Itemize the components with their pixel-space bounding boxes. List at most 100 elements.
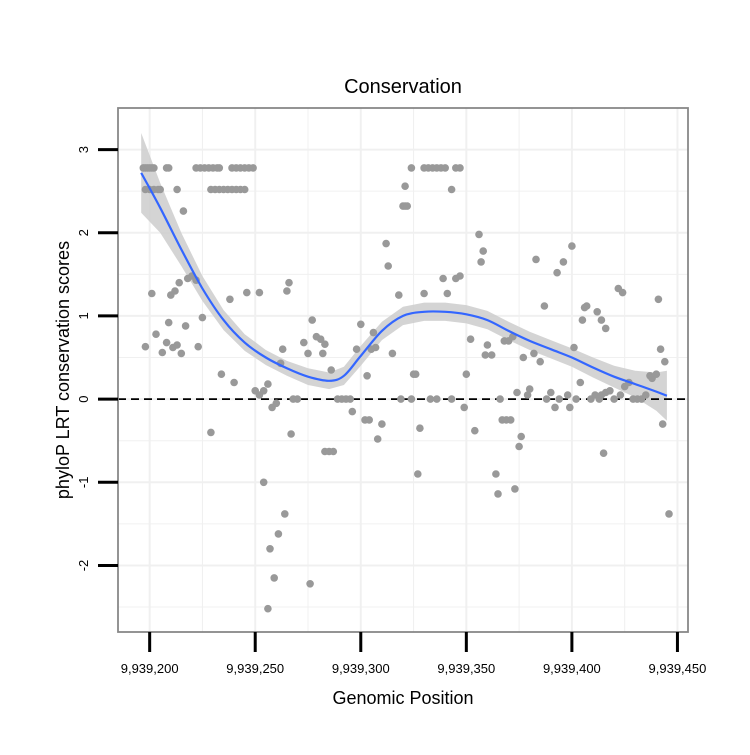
data-point: [563, 391, 572, 399]
y-tick-label: 3: [76, 146, 91, 153]
data-point: [542, 395, 551, 403]
data-point: [217, 370, 226, 379]
data-point: [532, 255, 540, 264]
data-point: [479, 247, 488, 255]
data-point: [553, 268, 561, 277]
data-point: [150, 164, 158, 172]
data-point: [517, 432, 525, 441]
data-point: [642, 391, 650, 399]
data-point: [243, 288, 251, 297]
data-point: [559, 258, 568, 266]
data-point: [156, 185, 164, 194]
data-point: [661, 357, 669, 366]
data-point: [346, 395, 355, 403]
data-point: [397, 395, 405, 403]
data-point: [382, 239, 390, 248]
data-point: [475, 230, 483, 239]
data-point: [441, 164, 450, 172]
y-tick-label: -2: [76, 560, 91, 572]
data-point: [300, 338, 308, 347]
data-point: [401, 182, 409, 190]
y-axis: -2 -1 0 1 2 3: [76, 146, 118, 571]
data-point: [443, 289, 452, 298]
data-point: [158, 348, 167, 357]
panel-border: [117, 107, 689, 633]
data-point: [304, 349, 312, 358]
data-point: [403, 202, 412, 210]
data-point: [164, 318, 173, 327]
data-point: [249, 164, 257, 172]
data-point: [411, 370, 420, 379]
data-point: [240, 185, 249, 194]
data-point: [283, 287, 291, 295]
data-point: [610, 395, 618, 403]
data-point: [173, 341, 181, 349]
data-point: [566, 403, 574, 412]
data-point: [665, 510, 673, 518]
x-tick-label: 9,939,300: [332, 661, 390, 676]
data-point: [255, 288, 264, 297]
data-point: [618, 288, 627, 297]
x-tick-label: 9,939,200: [121, 661, 179, 676]
data-point: [274, 530, 283, 538]
data-point: [593, 308, 601, 316]
data-point: [456, 272, 464, 280]
y-tick-label: -1: [76, 477, 91, 489]
data-point: [494, 490, 502, 498]
data-point: [515, 442, 523, 451]
data-point: [278, 345, 287, 354]
data-point: [492, 470, 500, 478]
data-point: [578, 316, 587, 324]
data-point: [194, 342, 202, 351]
data-point: [496, 395, 504, 403]
data-point: [141, 342, 150, 351]
data-point: [576, 378, 585, 387]
data-point: [319, 349, 327, 358]
data-point: [183, 274, 192, 283]
data-point: [327, 366, 336, 374]
data-point: [547, 388, 555, 397]
confidence-band: [141, 133, 667, 421]
x-axis-title: Genomic Position: [332, 688, 473, 708]
data-point: [329, 447, 338, 456]
data-point: [456, 164, 464, 172]
data-point: [207, 428, 215, 437]
data-point: [407, 164, 416, 172]
data-point: [426, 395, 435, 403]
data-point: [316, 335, 325, 344]
data-point: [511, 485, 519, 493]
x-tick-label: 9,939,400: [543, 661, 601, 676]
chart-title: Conservation: [344, 76, 462, 98]
data-point: [447, 185, 456, 194]
data-point: [363, 372, 371, 380]
data-point: [540, 302, 549, 310]
data-point: [536, 357, 544, 366]
data-point: [658, 420, 667, 428]
data-point: [266, 545, 274, 553]
data-point: [477, 258, 485, 266]
data-point: [259, 387, 268, 395]
y-axis-title: phyloP LRT conservation scores: [53, 241, 73, 499]
data-point: [270, 574, 279, 582]
data-point: [226, 295, 234, 304]
data-point: [551, 403, 559, 412]
data-point: [371, 343, 380, 352]
data-point: [395, 291, 403, 299]
data-point: [416, 424, 424, 433]
data-point: [582, 302, 591, 310]
data-point: [384, 262, 393, 270]
data-point: [599, 449, 608, 458]
data-point: [179, 207, 188, 215]
data-point: [606, 387, 614, 395]
data-point: [555, 395, 563, 403]
data-point: [433, 395, 441, 403]
data-point: [525, 385, 534, 393]
data-point: [414, 470, 422, 478]
data-point: [378, 420, 386, 428]
data-point: [162, 338, 171, 347]
y-tick-label: 1: [76, 312, 91, 319]
data-point: [530, 349, 538, 358]
data-point: [597, 316, 606, 324]
data-point: [601, 324, 610, 333]
